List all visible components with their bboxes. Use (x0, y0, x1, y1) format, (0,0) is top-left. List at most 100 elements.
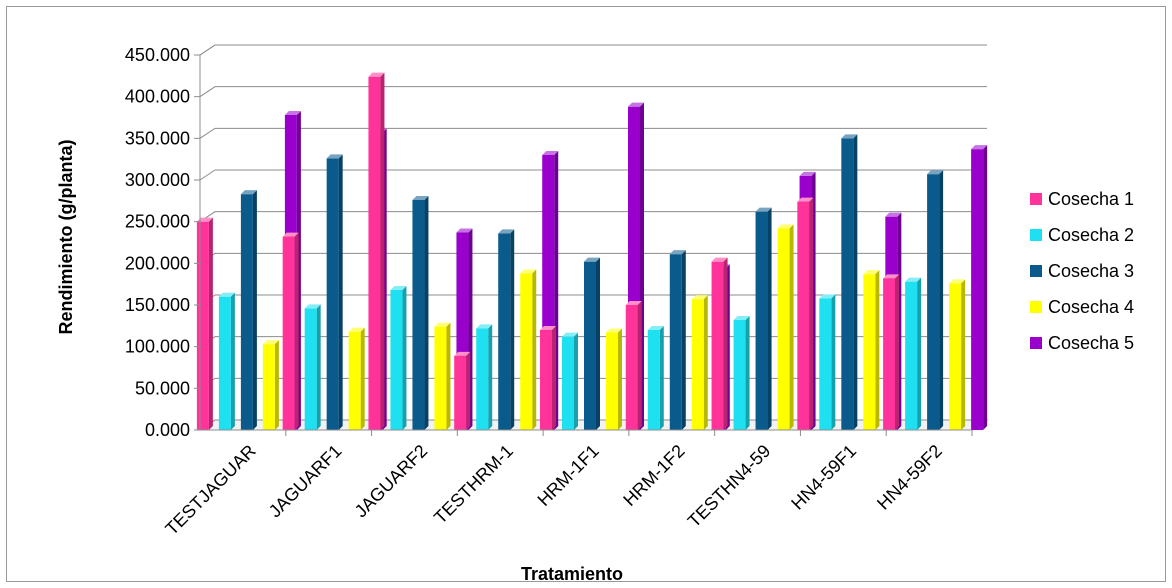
bar-side (723, 257, 728, 430)
bar-top (240, 190, 257, 195)
bar-top (606, 328, 622, 333)
x-tick-label: JAGUARF2 (351, 441, 432, 522)
bar-front (218, 296, 231, 430)
bar-top (262, 340, 279, 345)
bar-side (294, 232, 299, 430)
bar-cosecha-2 (647, 326, 664, 430)
x-tick-label: TESTJAGUAR (161, 441, 259, 539)
bar-cosecha-1 (883, 274, 900, 430)
bar-top (799, 171, 816, 176)
y-axis-title: Rendimiento (g/planta) (56, 140, 76, 335)
bar-top (196, 217, 213, 222)
y-tick-label: 350.000 (125, 128, 190, 148)
bar-side (789, 224, 794, 430)
bar-top (282, 232, 299, 237)
bar-top (863, 270, 880, 275)
bar-cosecha-2 (562, 332, 578, 430)
bar-side (360, 327, 365, 430)
bar-front (625, 305, 638, 430)
bar-front (390, 290, 403, 430)
bar-cosecha-3 (755, 207, 772, 430)
bar-front (540, 330, 552, 430)
gridline (199, 44, 987, 56)
bar-cosecha-4 (262, 340, 279, 430)
bar-front (282, 236, 295, 430)
bar-cosecha-4 (777, 224, 794, 430)
bar-side (681, 250, 686, 430)
bar-top (454, 351, 471, 356)
y-tick-label: 450.000 (125, 45, 190, 65)
bar-top (885, 212, 902, 217)
bar-side (596, 257, 600, 430)
bar-side (316, 304, 321, 430)
bar-top (390, 286, 407, 290)
legend-swatch (1030, 301, 1042, 313)
bar-side (917, 277, 922, 430)
bar-top (669, 250, 686, 255)
bar-front (905, 281, 918, 430)
bar-cosecha-1 (797, 197, 814, 430)
bar-side (574, 332, 578, 430)
bar-cosecha-1 (282, 232, 299, 430)
bar-top (777, 224, 794, 229)
bar-cosecha-2 (304, 304, 321, 430)
x-tick-label: TESTHN4-59 (684, 441, 775, 532)
bar-side (446, 322, 451, 430)
bar-side (745, 316, 750, 430)
bar-front (326, 158, 339, 431)
bar-front (304, 308, 317, 430)
bar-cosecha-1 (625, 301, 642, 430)
legend-swatch (1030, 265, 1042, 277)
bar-side (875, 270, 880, 430)
bar-cosecha-1 (196, 217, 213, 430)
y-tick-label: 150.000 (125, 295, 190, 315)
bar-front (883, 278, 896, 430)
bar-cosecha-2 (905, 277, 922, 430)
bar-front (368, 76, 381, 431)
bar-front (240, 194, 253, 430)
bar-top (733, 316, 750, 320)
bar-front (434, 326, 447, 430)
bar-top (691, 295, 708, 300)
bar-cosecha-2 (218, 292, 235, 430)
bar-top (971, 145, 988, 150)
gridline (199, 127, 987, 139)
bar-cosecha-3 (498, 229, 515, 430)
bar-side (637, 301, 642, 430)
bar-cosecha-4 (863, 270, 880, 430)
legend-swatch (1030, 229, 1042, 241)
bar-top (540, 326, 556, 330)
bar-side (488, 324, 493, 430)
bar-top (218, 292, 235, 297)
bar-side (552, 326, 556, 430)
bar-cosecha-2 (733, 316, 750, 430)
bar-top (905, 277, 922, 282)
bar-side (424, 196, 429, 430)
bar-front (348, 331, 361, 430)
bar-top (348, 327, 365, 332)
bar-cosecha-3 (326, 154, 343, 431)
bar-cosecha-3 (927, 170, 944, 430)
bar-side (618, 328, 622, 430)
bar-front (711, 261, 724, 430)
bar-front (733, 320, 746, 430)
bar-top (476, 324, 493, 329)
x-tick-label: HRM-1F2 (619, 441, 688, 510)
bar-front (819, 298, 832, 430)
bar-top (562, 332, 578, 337)
bar-top (498, 229, 515, 234)
bar-top (412, 196, 429, 200)
bar-cosecha-3 (584, 257, 600, 430)
bar-side (961, 279, 966, 430)
bar-cosecha-3 (669, 250, 686, 430)
x-tick-label: JAGUARF1 (265, 441, 346, 522)
bar-cosecha-4 (520, 269, 537, 430)
bar-side (983, 145, 988, 430)
bar-cosecha-1 (711, 257, 728, 430)
bar-side (895, 274, 900, 430)
bar-front (669, 254, 682, 430)
legend-label: Cosecha 5 (1048, 333, 1134, 353)
bar-front (777, 228, 790, 430)
bars (196, 72, 988, 431)
legend-swatch (1030, 337, 1042, 349)
